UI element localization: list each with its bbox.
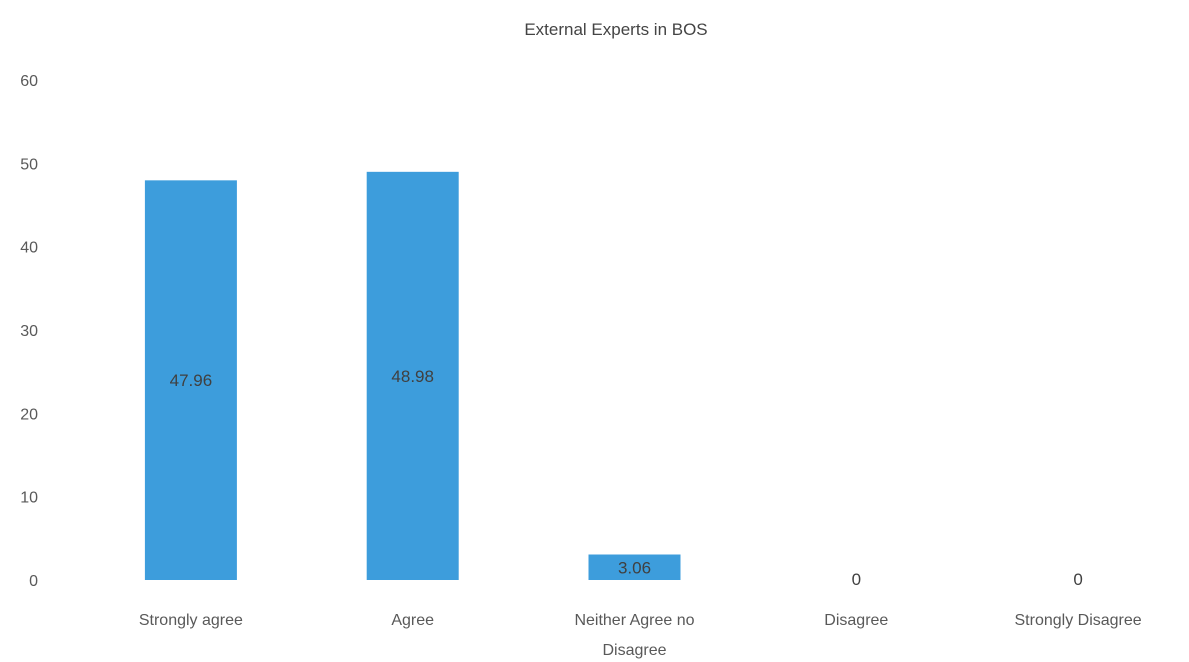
y-axis: 0 10 20 30 40 50 60 (20, 73, 38, 590)
y-tick-label: 20 (20, 406, 38, 423)
data-label: 3.06 (618, 558, 651, 577)
x-category-label: Agree (391, 612, 434, 629)
x-category-label-line: Strongly Disagree (1015, 612, 1142, 629)
x-category-label-line: Agree (391, 612, 434, 629)
data-labels: 47.96 48.98 3.06 0 0 (170, 367, 1083, 589)
bars (144, 171, 681, 581)
x-category-label-line: Disagree (602, 642, 666, 659)
bar (144, 180, 237, 581)
y-tick-label: 0 (29, 573, 38, 590)
x-category-label: Strongly agree (139, 612, 243, 629)
data-label: 47.96 (170, 371, 213, 390)
y-tick-label: 60 (20, 73, 38, 90)
data-label: 0 (852, 570, 861, 589)
y-tick-label: 30 (20, 323, 38, 340)
bar (366, 171, 459, 581)
x-axis: Strongly agree Agree Neither Agree no Disag… (139, 612, 1142, 659)
data-label: 48.98 (391, 367, 434, 386)
x-category-label-line: Neither Agree no (574, 612, 694, 629)
x-category-label-line: Strongly agree (139, 612, 243, 629)
chart-title: External Experts in BOS (524, 20, 707, 39)
y-tick-label: 40 (20, 240, 38, 257)
y-tick-label: 10 (20, 490, 38, 507)
x-category-label: Neither Agree no Disagree (574, 612, 694, 659)
x-category-label-line: Disagree (824, 612, 888, 629)
x-category-label: Disagree (824, 612, 888, 629)
y-tick-label: 50 (20, 156, 38, 173)
data-label: 0 (1073, 570, 1082, 589)
x-category-label: Strongly Disagree (1015, 612, 1142, 629)
bar (588, 554, 681, 580)
